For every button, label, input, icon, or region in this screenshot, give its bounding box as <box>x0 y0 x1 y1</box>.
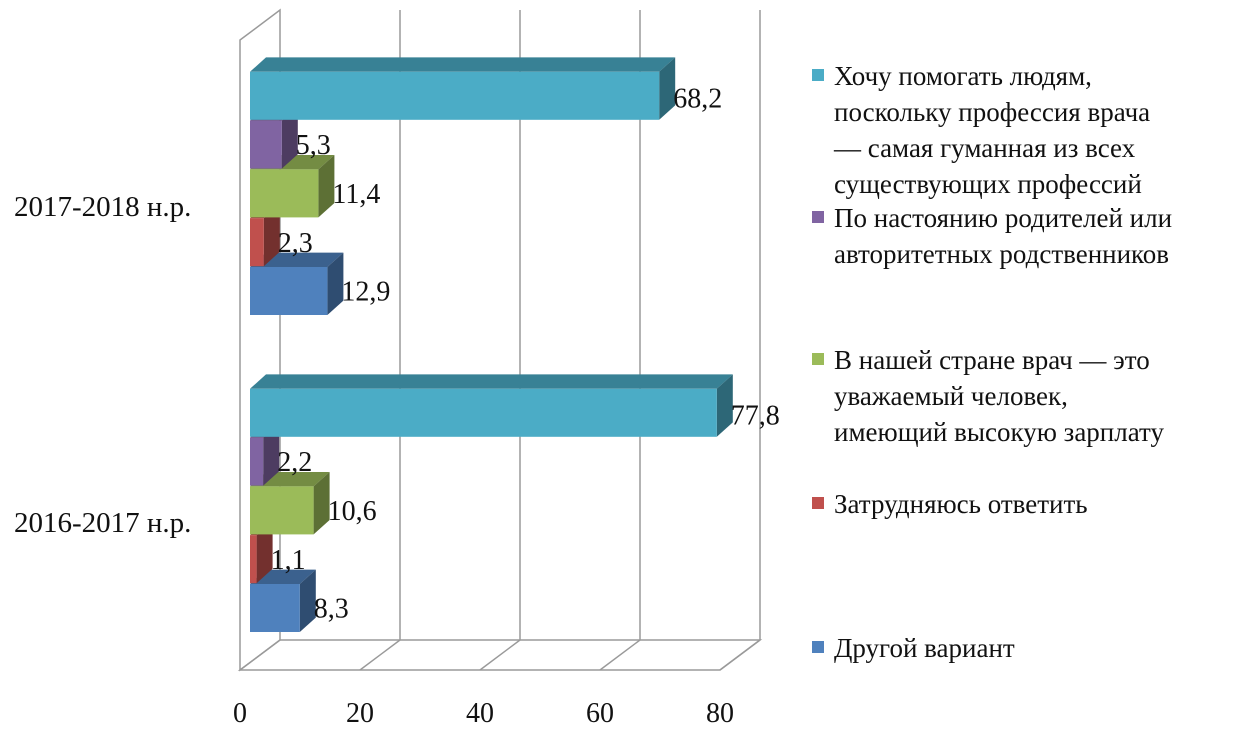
data-label: 5,3 <box>296 130 331 161</box>
bar-front-face <box>250 486 314 535</box>
data-label: 12,9 <box>341 277 390 308</box>
bar-side-face <box>256 520 273 584</box>
legend-item-hard-to-answer: Затрудняюсь ответить <box>812 486 1242 522</box>
data-label: 1,1 <box>271 545 306 576</box>
data-label: 68,2 <box>673 83 722 114</box>
bar <box>250 57 676 120</box>
x-tick-label: 80 <box>706 698 734 729</box>
bar-front-face <box>250 437 264 486</box>
bar-side-face <box>659 57 676 120</box>
bar-front-face <box>250 267 328 315</box>
data-label: 2,3 <box>278 228 313 259</box>
legend-item-other: Другой вариант <box>812 630 1242 666</box>
bar-front-face <box>250 535 257 584</box>
gridline-floor <box>599 639 641 671</box>
x-tick-label: 60 <box>586 698 614 729</box>
x-axis-ticks: 0 20 40 60 80 <box>233 698 734 729</box>
bar-top-face <box>250 374 733 389</box>
legend-item-parents: По настоянию родителей или авторитетных … <box>812 200 1242 272</box>
bar-front-face <box>250 218 264 267</box>
legend-item-help-people: Хочу помогать людям, поскольку профессия… <box>812 58 1242 202</box>
bar-chart: 8,3 1,1 10,6 2,2 77,8 12,9 2,3 11,45,3 68,2 0 20 4… <box>14 8 780 729</box>
chart-legend: Хочу помогать людям, поскольку профессия… <box>812 0 1242 729</box>
x-tick-label: 0 <box>233 698 247 729</box>
data-label: 10,6 <box>328 496 377 527</box>
bar-side-face <box>263 203 280 267</box>
chart-bars <box>250 57 733 632</box>
bar <box>250 252 344 315</box>
x-tick-label: 20 <box>346 698 374 729</box>
bar-side-face <box>318 155 335 218</box>
legend-swatch <box>812 211 824 223</box>
data-label: 77,8 <box>731 400 780 431</box>
bar-side-face <box>716 374 733 437</box>
bar-front-face <box>250 169 319 218</box>
bar-front-face <box>250 120 282 169</box>
bar-front-face <box>250 584 300 632</box>
legend-label: Другой вариант <box>834 633 1015 663</box>
data-label: 11,4 <box>332 179 380 210</box>
gridline-floor <box>359 639 401 671</box>
legend-swatch <box>812 353 824 365</box>
bar-side-face <box>327 252 344 315</box>
legend-swatch <box>812 497 824 509</box>
gridline-floor <box>479 639 521 671</box>
bar <box>250 472 330 535</box>
bar-side-face <box>263 423 280 486</box>
category-label: 2016-2017 н.р. <box>14 507 191 539</box>
bar-side-face <box>313 472 330 535</box>
bar-front-face <box>250 388 717 437</box>
bar-side-face <box>281 106 298 169</box>
data-label: 8,3 <box>314 594 349 625</box>
y-axis-categories: 2016-2017 н.р. 2017-2018 н.р. <box>14 191 191 539</box>
legend-label: Затрудняюсь ответить <box>834 489 1088 519</box>
bar-side-face <box>299 569 316 632</box>
legend-label: В нашей стране врач — это уважаемый чело… <box>834 345 1164 447</box>
x-tick-label: 40 <box>466 698 494 729</box>
legend-item-respected: В нашей стране врач — это уважаемый чело… <box>812 342 1242 450</box>
chart-data-labels: 8,3 1,1 10,6 2,2 77,8 12,9 2,3 11,45,3 68,2 <box>271 83 780 624</box>
category-label: 2017-2018 н.р. <box>14 191 191 223</box>
legend-swatch <box>812 69 824 81</box>
data-label: 2,2 <box>277 447 312 478</box>
bar-front-face <box>250 71 660 120</box>
bar-top-face <box>250 57 676 72</box>
legend-label: По настоянию родителей или авторитетных … <box>834 203 1173 269</box>
bar <box>250 374 733 437</box>
legend-label: Хочу помогать людям, поскольку профессия… <box>834 61 1151 199</box>
legend-swatch <box>812 641 824 653</box>
bar <box>250 569 316 632</box>
gridline-floor <box>719 639 761 671</box>
